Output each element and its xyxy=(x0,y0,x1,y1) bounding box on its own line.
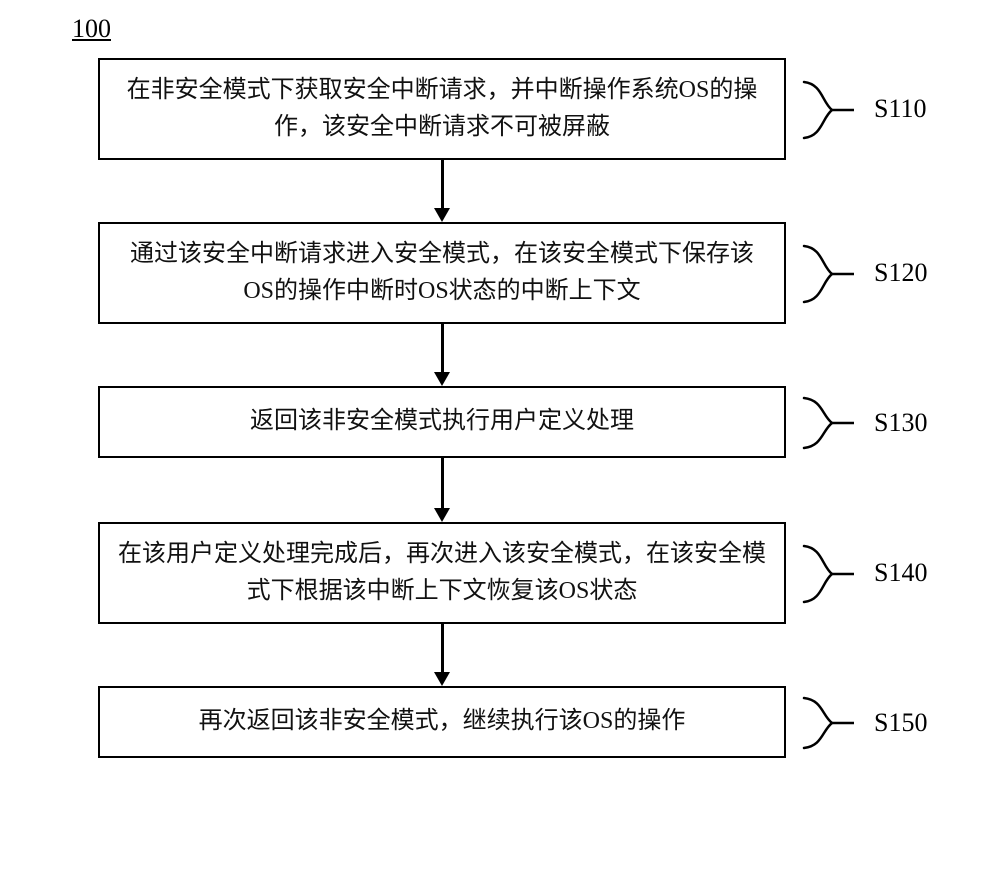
arrow-line-1 xyxy=(441,324,444,372)
step-box-s140: 在该用户定义处理完成后，再次进入该安全模式，在该安全模式下根据该中断上下文恢复该… xyxy=(98,522,786,624)
step-text: 再次返回该非安全模式，继续执行该OS的操作 xyxy=(199,703,686,740)
brace-s150 xyxy=(800,696,858,755)
arrow-head-icon xyxy=(434,372,450,386)
step-text: 在非安全模式下获取安全中断请求，并中断操作系统OS的操作，该安全中断请求不可被屏… xyxy=(118,72,766,146)
step-label-s140: S140 xyxy=(874,558,927,588)
step-box-s120: 通过该安全中断请求进入安全模式，在该安全模式下保存该OS的操作中断时OS状态的中… xyxy=(98,222,786,324)
step-text: 在该用户定义处理完成后，再次进入该安全模式，在该安全模式下根据该中断上下文恢复该… xyxy=(118,536,766,610)
step-label-s110: S110 xyxy=(874,94,927,124)
arrow-head-icon xyxy=(434,508,450,522)
arrow-head-icon xyxy=(434,208,450,222)
brace-s110 xyxy=(800,80,858,145)
step-label-s150: S150 xyxy=(874,708,927,738)
brace-s130 xyxy=(800,396,858,455)
step-box-s130: 返回该非安全模式执行用户定义处理 xyxy=(98,386,786,458)
step-label-s120: S120 xyxy=(874,258,927,288)
step-text: 通过该安全中断请求进入安全模式，在该安全模式下保存该OS的操作中断时OS状态的中… xyxy=(118,236,766,310)
brace-s140 xyxy=(800,544,858,609)
step-box-s150: 再次返回该非安全模式，继续执行该OS的操作 xyxy=(98,686,786,758)
arrow-line-3 xyxy=(441,624,444,672)
arrow-head-icon xyxy=(434,672,450,686)
step-text: 返回该非安全模式执行用户定义处理 xyxy=(250,403,634,440)
arrow-line-0 xyxy=(441,160,444,208)
step-box-s110: 在非安全模式下获取安全中断请求，并中断操作系统OS的操作，该安全中断请求不可被屏… xyxy=(98,58,786,160)
figure-number: 100 xyxy=(72,14,111,44)
flowchart-canvas: 100 在非安全模式下获取安全中断请求，并中断操作系统OS的操作，该安全中断请求… xyxy=(0,0,1000,874)
step-label-s130: S130 xyxy=(874,408,927,438)
brace-s120 xyxy=(800,244,858,309)
arrow-line-2 xyxy=(441,458,444,508)
